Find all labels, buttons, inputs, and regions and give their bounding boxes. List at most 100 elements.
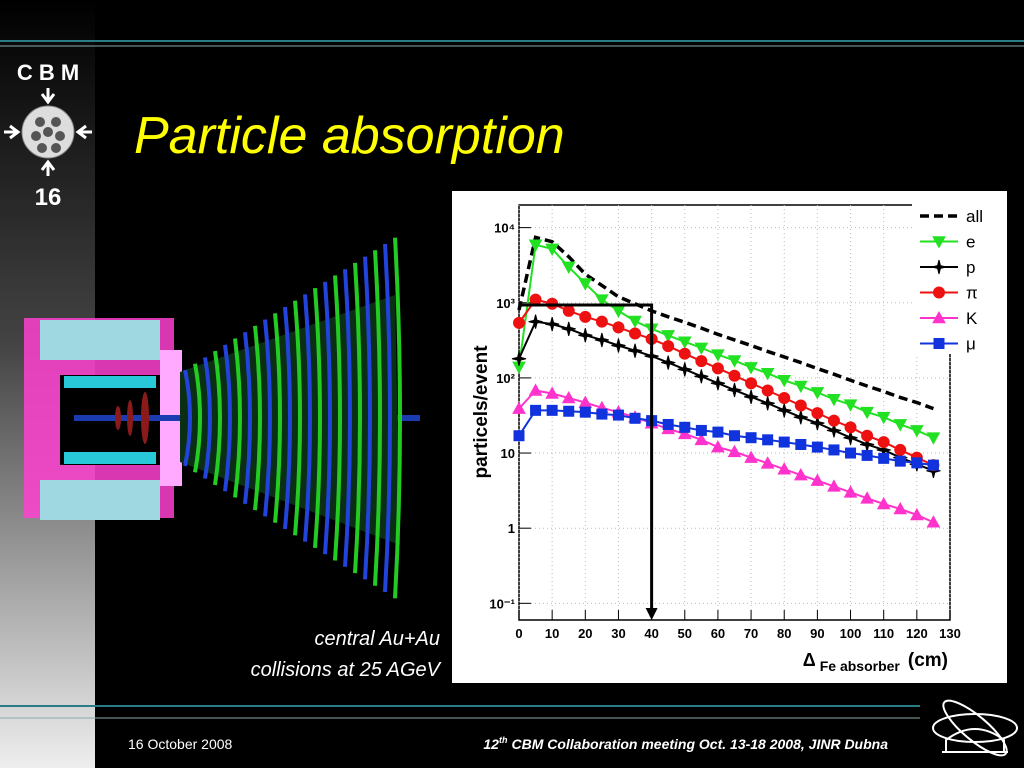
y-tick-label: 10 — [501, 446, 515, 461]
marker — [579, 406, 591, 418]
series — [517, 235, 935, 411]
y-tick-label: 10⁻¹ — [489, 596, 515, 611]
legend-label: μ — [966, 335, 976, 354]
marker — [677, 336, 692, 349]
marker — [810, 416, 825, 431]
marker — [629, 327, 642, 340]
detector-ring — [353, 262, 362, 574]
marker — [513, 316, 525, 329]
marker — [932, 310, 946, 324]
marker — [545, 316, 560, 332]
marker — [926, 515, 941, 528]
caption: collisions at 25 AGeV — [251, 659, 442, 681]
marker — [778, 436, 790, 448]
marker — [678, 347, 691, 360]
marker — [933, 286, 945, 299]
marker — [777, 403, 792, 418]
marker — [745, 432, 757, 444]
marker — [793, 467, 808, 481]
x-tick-label: 80 — [777, 626, 791, 641]
annotation-arrow — [519, 303, 654, 612]
marker — [628, 315, 642, 329]
marker — [661, 355, 676, 370]
marker — [595, 294, 609, 307]
legend-label: K — [966, 309, 978, 328]
marker — [744, 362, 758, 375]
marker — [778, 392, 791, 405]
marker — [894, 455, 906, 467]
marker — [611, 338, 626, 353]
x-tick-label: 10 — [545, 626, 559, 641]
marker — [743, 389, 759, 404]
detector-ring — [223, 344, 232, 492]
detector-ring — [283, 306, 292, 530]
detector-illustration — [24, 237, 420, 599]
marker — [909, 507, 924, 521]
marker — [528, 314, 543, 329]
marker — [860, 406, 874, 420]
marker — [694, 369, 709, 384]
detector-ring — [313, 287, 322, 549]
y-tick-label: 10⁴ — [494, 221, 515, 236]
marker — [513, 430, 525, 442]
x-tick-label: 110 — [873, 626, 894, 641]
marker — [545, 243, 560, 256]
marker — [760, 368, 775, 381]
marker — [761, 384, 774, 397]
marker — [694, 342, 709, 355]
marker — [545, 386, 560, 399]
marker — [893, 501, 908, 515]
marker — [810, 473, 825, 486]
detector-ring — [293, 300, 302, 536]
x-tick-label: 0 — [515, 626, 522, 641]
marker — [594, 332, 610, 348]
marker — [579, 310, 592, 323]
marker — [876, 496, 891, 510]
marker — [728, 369, 741, 382]
marker — [843, 430, 858, 445]
x-tick-label: 20 — [578, 626, 592, 641]
x-tick-label: 90 — [810, 626, 824, 641]
marker — [811, 407, 824, 420]
x-axis-label-sub: Fe absorber — [820, 658, 901, 674]
marker — [827, 393, 841, 407]
detector-ring — [373, 250, 382, 586]
detector-ring — [333, 275, 342, 561]
marker — [661, 330, 676, 343]
detector-ring — [323, 281, 332, 555]
x-tick-label: 100 — [840, 626, 862, 641]
marker — [711, 349, 725, 362]
chart: particels/event Δ Fe absorber (cm) 0 10 20 30… — [471, 204, 994, 674]
marker — [677, 426, 692, 440]
marker — [578, 328, 593, 343]
marker — [826, 423, 842, 438]
footer-date: 16 October 2008 — [128, 736, 233, 752]
x-axis-label: Δ Fe absorber (cm) — [803, 650, 948, 674]
marker — [932, 236, 946, 249]
marker — [711, 362, 724, 375]
marker — [528, 239, 543, 252]
marker — [528, 383, 543, 396]
legend-label: p — [966, 258, 975, 277]
marker — [511, 351, 527, 366]
marker — [795, 438, 807, 450]
y-tick-label: 10³ — [496, 296, 515, 311]
marker — [578, 278, 593, 291]
legend-label: e — [966, 233, 975, 252]
footer-event: 12th CBM Collaboration meeting Oct. 13-18… — [483, 735, 888, 752]
detector-ring — [383, 243, 392, 593]
marker — [777, 374, 792, 388]
detector-ring — [393, 237, 402, 599]
marker — [811, 441, 823, 453]
marker — [745, 377, 758, 390]
x-tick-label: 130 — [939, 626, 961, 641]
marker — [927, 459, 939, 471]
marker — [612, 409, 624, 421]
marker — [627, 343, 643, 358]
marker — [561, 321, 576, 336]
x-tick-label: 40 — [644, 626, 658, 641]
marker — [844, 421, 857, 434]
logo-text: C B M — [17, 60, 79, 85]
